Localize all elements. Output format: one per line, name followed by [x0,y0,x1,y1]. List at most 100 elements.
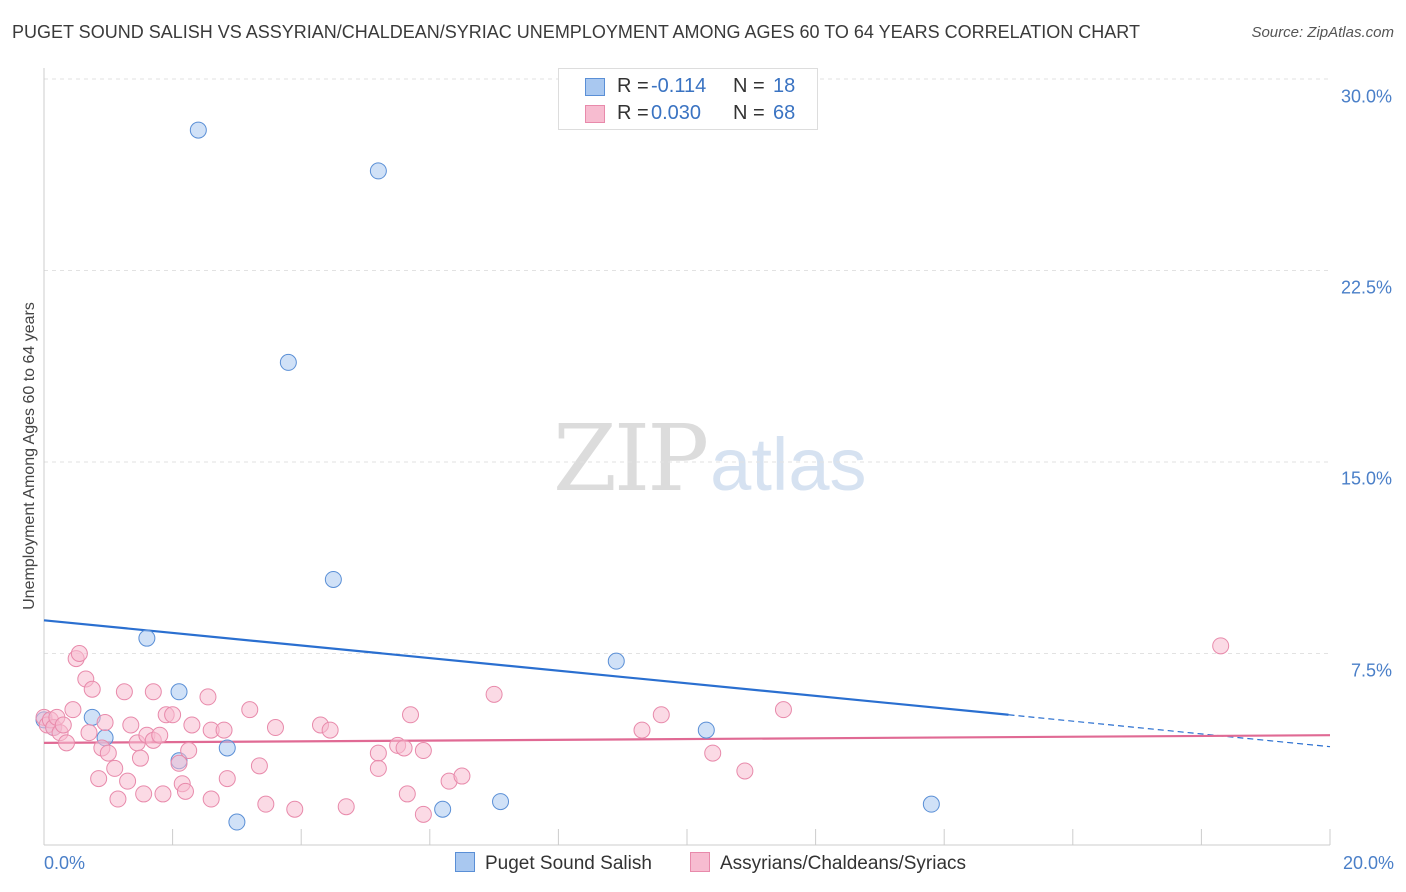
assyrian-point [131,749,149,767]
trend-lines [43,619,1331,748]
legend-n-value: 68 [773,102,796,124]
assyrian-point [218,770,236,788]
assyrian-point [398,785,416,803]
assyrian-point [154,785,172,803]
salish-point [922,795,940,813]
y-tick-label: 30.0% [1340,86,1392,107]
assyrian-point [453,767,471,785]
assyrian-point [99,744,117,762]
bottom-legend-salish: Puget Sound Salish [455,852,652,875]
bottom-legend-label-salish: Puget Sound Salish [485,853,652,874]
assyrian-point [414,742,432,760]
assyrian-point [96,713,114,731]
legend-r-value: -0.114 [651,75,707,97]
chart-source: Source: ZipAtlas.com [1251,24,1394,41]
assyrian-point [395,739,413,757]
assyrian-point [54,716,72,734]
assyrian-point [774,701,792,719]
assyrian-trend-line [43,734,1331,744]
bottom-legend-label-assyrian: Assyrians/Chaldeans/Syriacs [720,853,967,874]
assyrian-point [704,744,722,762]
assyrian-point [257,795,275,813]
assyrian-point [144,683,162,701]
data-points [35,121,1230,831]
assyrian-point [633,721,651,739]
watermark-atlas: atlas [710,423,867,506]
assyrian-point [109,790,127,808]
y-tick-label: 15.0% [1340,468,1392,489]
assyrian-point [122,716,140,734]
legend: R = -0.114 N = 18 R = 0.030 N = 68 [558,68,818,130]
salish-point [697,721,715,739]
assyrian-point [369,759,387,777]
assyrian-point [83,680,101,698]
legend-swatch-salish [585,78,605,96]
legend-r-value: 0.030 [651,102,702,124]
salish-point [492,793,510,811]
assyrian-point [485,685,503,703]
chart-title: PUGET SOUND SALISH VS ASSYRIAN/CHALDEAN/… [12,22,1140,42]
assyrian-point [135,785,153,803]
assyrian-point [402,706,420,724]
salish-point [324,570,342,588]
assyrian-point [321,721,339,739]
salish-point [607,652,625,670]
assyrian-point [183,716,201,734]
bottom-legend-swatch-assyrian [690,852,710,872]
bottom-legend-swatch-salish [455,852,475,872]
assyrian-point [80,724,98,742]
assyrian-point [266,719,284,737]
axes [43,68,1331,846]
bottom-legend-assyrian: Assyrians/Chaldeans/Syriacs [690,852,966,875]
assyrian-point [286,800,304,818]
assyrian-point [199,688,217,706]
assyrian-point [241,701,259,719]
assyrian-point [64,701,82,719]
legend-r-label: R = [617,75,649,97]
assyrian-point [115,683,133,701]
salish-point [279,353,297,371]
assyrian-point [414,805,432,823]
assyrian-point [58,734,76,752]
assyrian-point [106,759,124,777]
watermark-zip: ZIP [553,405,709,512]
salish-trend-line [43,619,1009,716]
assyrian-point [202,790,220,808]
salish-point [218,739,236,757]
y-tick-label: 22.5% [1340,277,1392,298]
assyrian-point [736,762,754,780]
salish-point [369,162,387,180]
assyrian-point [170,754,188,772]
legend-r-label: R = [617,102,649,124]
assyrian-point [250,757,268,775]
salish-point [170,683,188,701]
y-tick-label: 7.5% [1350,660,1392,681]
assyrian-point [176,782,194,800]
salish-point [189,121,207,139]
assyrian-point [151,726,169,744]
salish-point [434,800,452,818]
legend-swatch-assyrian [585,105,605,123]
assyrian-point [180,742,198,760]
salish-point [228,813,246,831]
watermark: ZIPatlas [553,405,866,512]
assyrian-point [90,770,108,788]
grid-lines [44,78,1330,654]
assyrian-point [652,706,670,724]
x-tick-label: 20.0% [1342,853,1394,873]
y-axis-label: Unemployment Among Ages 60 to 64 years [21,302,38,610]
assyrian-point [1212,637,1230,655]
assyrian-point [164,706,182,724]
salish-point [138,629,156,647]
salish-trend-extension [1008,714,1331,748]
assyrian-point [215,721,233,739]
x-tick-label: 0.0% [44,853,86,873]
legend-n-label: N = [733,75,765,97]
legend-n-value: 18 [773,75,796,97]
assyrian-point [70,645,88,662]
assyrian-point [369,744,387,762]
assyrian-point [337,798,355,816]
assyrian-point [119,772,137,790]
legend-n-label: N = [733,102,765,124]
